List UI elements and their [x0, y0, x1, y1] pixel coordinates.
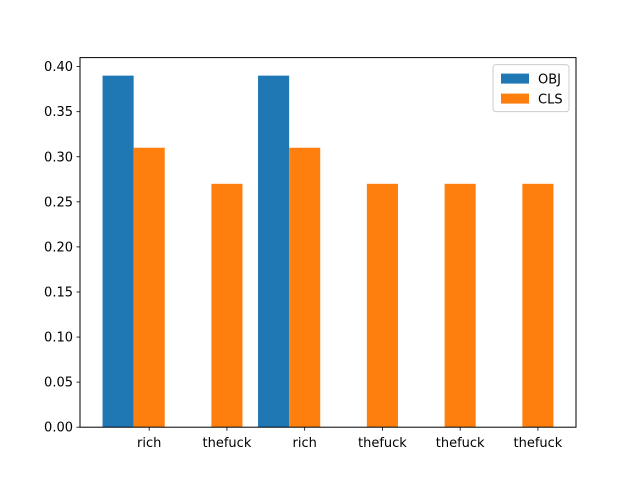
y-tick-label: 0.00	[44, 421, 73, 436]
legend-swatch-obj	[501, 73, 529, 84]
x-tick-label: thefuck	[203, 436, 252, 451]
bar-obj-0	[102, 75, 134, 428]
y-axis: 0.00 0.05 0.10 0.15 0.20 0.25 0.30 0.35 0.40	[44, 60, 80, 436]
x-tick-label: rich	[293, 436, 317, 451]
legend: OBJ CLS	[492, 64, 570, 113]
legend-label-obj: OBJ	[538, 73, 561, 88]
bar-cls-4	[444, 183, 476, 428]
legend-swatch-cls	[501, 93, 529, 104]
y-tick-label: 0.15	[44, 285, 73, 300]
y-tick-label: 0.40	[44, 60, 73, 75]
y-tick-label: 0.30	[44, 150, 73, 165]
bars-group	[102, 75, 554, 428]
x-tick-label: rich	[137, 436, 161, 451]
axes-frame	[79, 57, 577, 428]
bar-cls-1	[211, 183, 243, 428]
bar-cls-5	[522, 183, 554, 428]
y-tick-label: 0.35	[44, 105, 73, 120]
x-tick-label: thefuck	[513, 436, 562, 451]
y-tick-label: 0.05	[44, 376, 73, 391]
bar-cls-2	[289, 147, 321, 428]
y-tick-label: 0.20	[44, 240, 73, 255]
bar-cls-0	[133, 147, 165, 428]
bar-cls-3	[366, 183, 398, 428]
legend-label-cls: CLS	[538, 93, 563, 108]
y-tick-label: 0.25	[44, 195, 73, 210]
bar-obj-2	[258, 75, 290, 428]
x-axis: rich thefuck rich thefuck thefuck thefuck	[137, 427, 563, 451]
x-tick-label: thefuck	[358, 436, 407, 451]
y-tick-label: 0.10	[44, 331, 73, 346]
x-tick-label: thefuck	[436, 436, 485, 451]
